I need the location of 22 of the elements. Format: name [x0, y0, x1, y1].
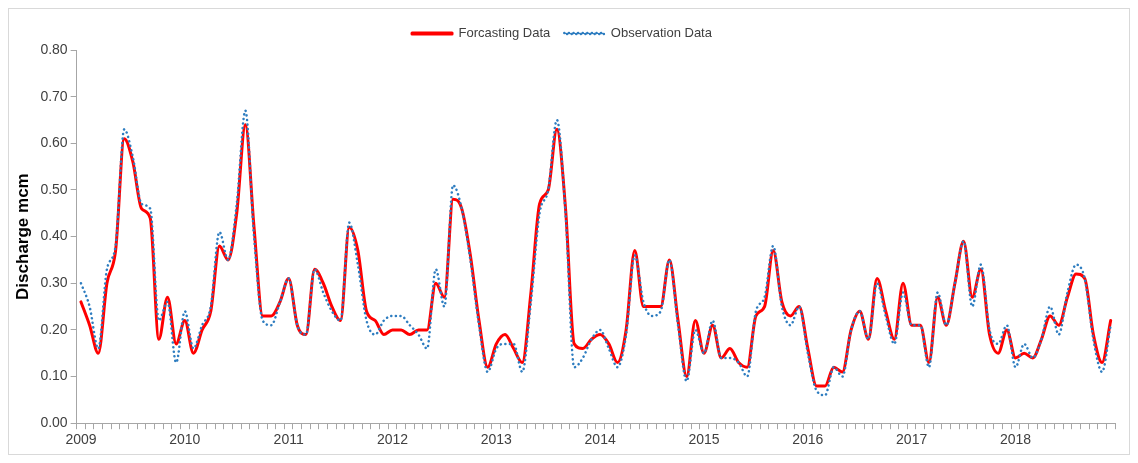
- x-tick-label: 2011: [273, 431, 304, 448]
- x-tick-label: 2018: [999, 431, 1032, 448]
- legend-label: Observation Data: [610, 25, 713, 41]
- y-tick-label: 0.20: [40, 320, 68, 337]
- y-axis-title: Discharge mcm: [12, 173, 32, 300]
- x-tick-label: 2016: [792, 431, 824, 448]
- x-tick-label: 2009: [65, 431, 97, 448]
- y-tick-label: 0.80: [40, 40, 68, 57]
- y-tick-label: 0.40: [40, 227, 68, 244]
- x-tick-label: 2017: [896, 431, 928, 448]
- x-tick-label: 2015: [688, 431, 720, 448]
- x-tick-label: 2014: [584, 431, 616, 448]
- y-tick-label: 0.30: [40, 274, 68, 291]
- y-tick-label: 0.50: [40, 180, 68, 197]
- legend-label: Forcasting Data: [458, 25, 552, 41]
- x-tick-label: 2010: [169, 431, 201, 448]
- y-tick-label: 0.10: [40, 367, 68, 384]
- y-tick-label: 0.60: [40, 134, 68, 151]
- y-tick-label: 0.70: [40, 87, 68, 104]
- x-tick-label: 2013: [480, 431, 513, 448]
- x-tick-label: 2012: [376, 431, 409, 448]
- y-tick-label: 0.00: [40, 414, 68, 431]
